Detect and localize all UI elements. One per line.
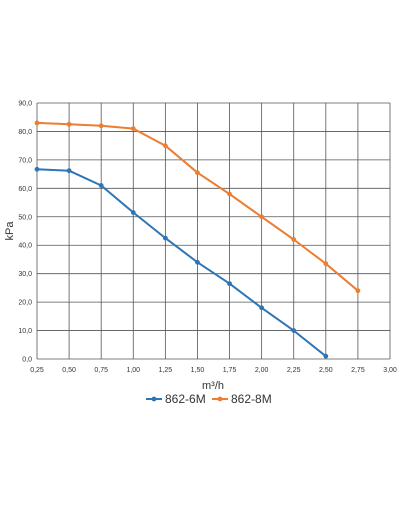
data-point: [66, 168, 72, 174]
data-point: [259, 214, 265, 220]
data-point: [130, 210, 136, 215]
y-tick-label: 10,0: [18, 328, 32, 335]
y-tick-label: 90,0: [18, 101, 32, 108]
x-tick-label: 1,25: [159, 367, 173, 374]
legend-label: 862-6M: [165, 392, 206, 406]
data-point: [227, 191, 232, 197]
x-tick-label: 0,75: [94, 367, 108, 374]
data-point: [195, 259, 200, 265]
legend-swatch-marker: [151, 396, 157, 402]
data-point: [227, 281, 232, 287]
data-point: [355, 288, 361, 294]
y-axis-label: kPa: [4, 221, 16, 241]
series-line: [36, 168, 327, 357]
data-point: [195, 170, 200, 176]
data-point: [323, 261, 329, 267]
x-tick-label: 1,00: [126, 367, 140, 374]
data-point: [98, 123, 104, 129]
data-point: [162, 235, 168, 241]
x-tick-label: 0,50: [62, 367, 76, 374]
y-tick-label: 80,0: [18, 129, 32, 136]
data-point: [291, 237, 297, 242]
series-layer: [34, 120, 361, 359]
data-point: [34, 120, 40, 126]
x-tick-label: 0,25: [30, 367, 44, 374]
data-point: [323, 353, 329, 359]
x-tick-label: 2,00: [255, 367, 269, 374]
y-tick-label: 50,0: [18, 214, 32, 221]
y-tick-label: 0,0: [22, 357, 32, 364]
y-axis-ticks: 0,0 10,0 20,0 30,0 40,0 50,0 60,0 70,0 80,0 90,0: [18, 101, 32, 364]
legend-item: 862-8M: [212, 392, 272, 406]
grid: [36, 102, 391, 360]
data-point: [259, 305, 265, 311]
x-axis-ticks: 0,25 0,50 0,75 1,00 1,25 1,50 1,75 2,00 2,25 2,50…: [30, 367, 397, 374]
data-point: [291, 328, 297, 333]
y-tick-label: 70,0: [18, 157, 32, 164]
y-tick-label: 60,0: [18, 186, 32, 193]
x-tick-label: 2,75: [351, 367, 365, 374]
y-tick-label: 20,0: [18, 300, 32, 307]
y-tick-label: 30,0: [18, 271, 32, 278]
x-axis-label: m³/h: [202, 380, 224, 392]
legend: 862-6M 862-8M: [146, 392, 272, 406]
data-point: [98, 183, 104, 188]
x-tick-label: 3,00: [383, 367, 397, 374]
data-point: [162, 143, 168, 149]
legend-label: 862-8M: [231, 392, 272, 406]
y-tick-label: 40,0: [18, 243, 32, 250]
data-point: [34, 166, 40, 172]
x-tick-label: 2,50: [319, 367, 333, 374]
legend-item: 862-6M: [146, 392, 206, 406]
x-tick-label: 1,50: [191, 367, 205, 374]
data-point: [66, 121, 72, 127]
x-tick-label: 2,25: [287, 367, 301, 374]
legend-swatch-marker: [217, 396, 223, 402]
series-1: [34, 166, 329, 359]
x-tick-label: 1,75: [223, 367, 237, 374]
series-2: [34, 120, 361, 294]
data-point: [130, 126, 136, 131]
